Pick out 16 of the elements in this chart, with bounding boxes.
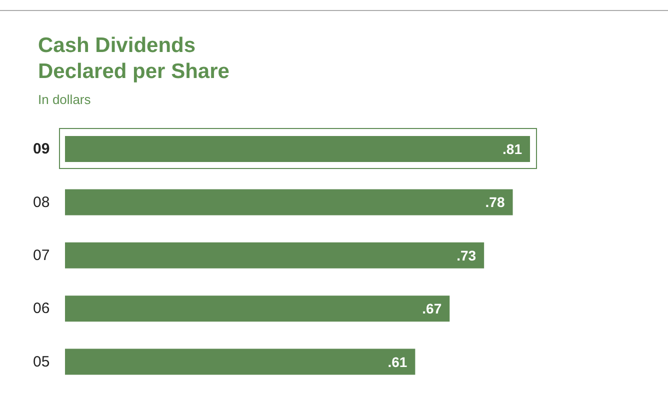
data-label: .78 [485, 194, 505, 210]
bar [65, 296, 450, 322]
y-tick-label: 06 [33, 300, 50, 318]
data-label: .73 [456, 247, 476, 264]
bar [65, 189, 513, 216]
data-label: .67 [422, 300, 442, 317]
chart-subtitle: In dollars [38, 92, 91, 107]
bar [65, 242, 484, 268]
y-tick-label: 07 [33, 247, 50, 264]
y-tick-label: 05 [33, 353, 50, 370]
data-label: .61 [388, 354, 408, 370]
y-tick-label: 08 [33, 194, 50, 211]
chart-title: Cash Dividends Declared per Share [38, 33, 230, 85]
y-tick-label: 09 [33, 140, 50, 158]
bar [65, 348, 416, 375]
data-label: .81 [502, 141, 522, 157]
